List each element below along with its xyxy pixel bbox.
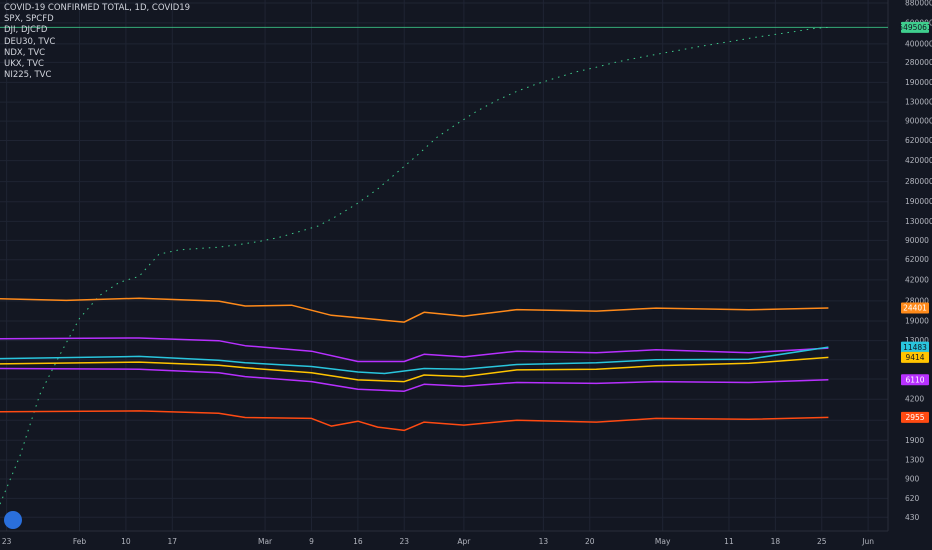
last-value-label: 2955	[905, 413, 924, 422]
y-tick-label: 1300	[905, 455, 924, 464]
series-line[interactable]	[0, 356, 829, 383]
series-line[interactable]	[0, 367, 829, 392]
x-tick-label: 23	[399, 537, 409, 546]
y-tick-label: 430	[905, 513, 920, 522]
x-tick-label: 9	[309, 537, 314, 546]
x-tick-label: 13	[539, 537, 549, 546]
chart-legend: COVID-19 CONFIRMED TOTAL, 1D, COVID19 SP…	[4, 3, 190, 81]
x-tick-label: 23	[2, 537, 12, 546]
series-line[interactable]	[0, 297, 829, 323]
tradingview-logo-icon[interactable]	[4, 511, 22, 529]
last-value-tag	[901, 374, 929, 386]
x-tick-label: Apr	[457, 537, 471, 546]
legend-item[interactable]: NDX, TVC	[4, 47, 46, 58]
y-tick-label: 62000	[905, 255, 929, 264]
y-tick-label: 620	[905, 494, 920, 503]
y-tick-label: 2800000	[905, 58, 932, 67]
legend-item[interactable]: DJI, DJCFD	[4, 25, 48, 36]
y-tick-label: 280000	[905, 177, 932, 186]
last-value-tag	[901, 302, 929, 314]
y-tick-label: 28000	[905, 296, 929, 305]
y-tick-label: 1300000	[905, 98, 932, 107]
y-tick-label: 1900	[905, 436, 924, 445]
last-value-label: 5495061	[898, 23, 932, 32]
series-line[interactable]	[0, 410, 829, 432]
x-tick-label: 16	[353, 537, 363, 546]
x-tick-label: 11	[724, 537, 734, 546]
last-value-label: 9414	[905, 353, 924, 362]
y-tick-label: 42000	[905, 275, 929, 284]
last-value-label: 11483	[903, 343, 927, 352]
series-line[interactable]	[0, 26, 829, 505]
y-tick-label: 8800000	[905, 0, 932, 8]
legend-item[interactable]: SPX, SPCFD	[4, 14, 54, 25]
y-tick-label: 90000	[905, 236, 929, 245]
y-tick-label: 900	[905, 475, 920, 484]
y-tick-label: 190000	[905, 197, 932, 206]
x-tick-label: May	[655, 537, 671, 546]
y-tick-label: 19000	[905, 317, 929, 326]
y-tick-label: 900000	[905, 117, 932, 126]
x-tick-label: 25	[817, 537, 827, 546]
last-value-tag	[901, 21, 929, 33]
y-tick-label: 620000	[905, 136, 932, 145]
series-line[interactable]	[0, 337, 829, 363]
legend-item[interactable]: COVID-19 CONFIRMED TOTAL, 1D, COVID19	[4, 3, 191, 13]
legend-item[interactable]: UKX, TVC	[4, 59, 44, 70]
x-tick-label: 10	[121, 537, 131, 546]
last-value-tag	[901, 351, 929, 363]
y-tick-label: 130000	[905, 217, 932, 226]
legend-item[interactable]: NI225, TVC	[4, 70, 52, 81]
last-value-tag	[901, 411, 929, 423]
y-tick-label: 4000000	[905, 39, 932, 48]
x-tick-label: Mar	[258, 537, 273, 546]
y-tick-label: 13000	[905, 336, 929, 345]
x-tick-label: Feb	[73, 537, 87, 546]
legend-item[interactable]: DEU30, TVC	[4, 36, 56, 47]
last-value-label: 6110	[905, 375, 924, 384]
x-tick-label: Jun	[861, 537, 874, 546]
x-tick-label: 17	[168, 537, 178, 546]
last-value-tag	[901, 341, 929, 353]
y-tick-label: 420000	[905, 156, 932, 165]
y-tick-label: 4200	[905, 395, 924, 404]
x-tick-label: 18	[771, 537, 781, 546]
last-value-label: 24401	[903, 304, 927, 313]
x-tick-label: 20	[585, 537, 595, 546]
y-tick-label: 1900000	[905, 78, 932, 87]
series-line[interactable]	[0, 346, 829, 375]
